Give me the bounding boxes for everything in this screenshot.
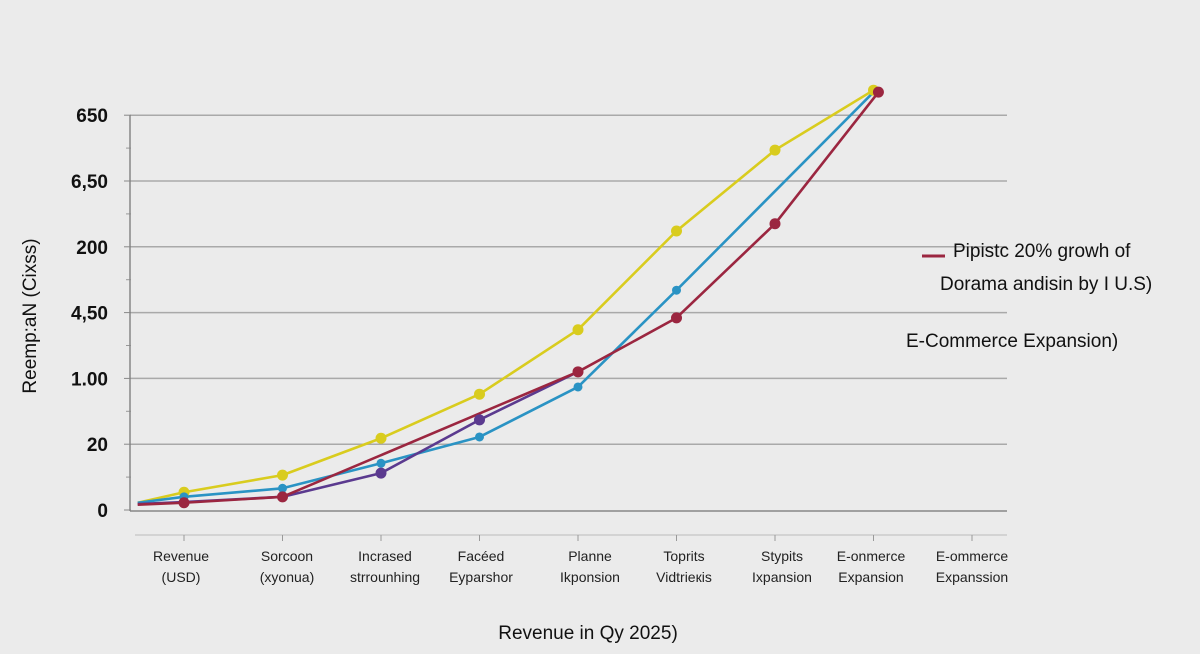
x-tick-label: E-onmerce bbox=[837, 548, 906, 564]
y-tick-label: 6,50 bbox=[71, 172, 108, 193]
legend-entry-1-line-2: Dorama andisin by I U.S) bbox=[940, 274, 1152, 295]
x-tick-label: (USD) bbox=[162, 569, 201, 585]
x-tick-label: Facéed bbox=[458, 548, 505, 564]
series-line-3 bbox=[137, 370, 579, 506]
x-tick-label: Ikponsion bbox=[560, 569, 620, 585]
x-tick-label: strrounhing bbox=[350, 569, 420, 585]
data-point bbox=[572, 366, 584, 378]
x-tick-label: Sorcoon bbox=[261, 548, 313, 564]
data-point bbox=[672, 285, 681, 295]
legend-entry-2: E-Commerce Expansion) bbox=[906, 331, 1118, 352]
x-axis-title: Revenue in Qy 2025) bbox=[498, 623, 678, 644]
data-point bbox=[178, 497, 190, 509]
x-tick-labels: Revenue (USD) Sorcoon (xyonua) Incrased strro… bbox=[153, 548, 1008, 585]
y-tick-label: 0 bbox=[97, 501, 108, 522]
data-point bbox=[277, 491, 288, 503]
data-point bbox=[872, 86, 884, 98]
y-tick-label: 1.00 bbox=[71, 369, 108, 390]
x-tick-label: Revenue bbox=[153, 548, 209, 564]
x-tick-label: Expanssion bbox=[936, 569, 1008, 585]
data-point bbox=[376, 458, 386, 468]
legend-entry-1-line-1: Pipistc 20% growh of bbox=[953, 241, 1131, 262]
data-point bbox=[375, 467, 387, 479]
x-tick-label: (xyonua) bbox=[260, 569, 314, 585]
data-point bbox=[769, 218, 781, 230]
data-point bbox=[573, 382, 583, 392]
y-tick-label: 200 bbox=[76, 238, 108, 259]
x-tick-label: Eyparshor bbox=[449, 569, 513, 585]
legend: Pipistc 20% growh of Dorama andisin by I… bbox=[906, 241, 1152, 352]
series-line-4 bbox=[137, 91, 880, 507]
data-point bbox=[277, 469, 288, 481]
x-tick-label: Ixpansion bbox=[752, 569, 812, 585]
data-point bbox=[375, 432, 387, 444]
series-line-1 bbox=[137, 89, 875, 505]
x-tick-label: E-ommerce bbox=[936, 548, 1009, 564]
y-tick-label: 4,50 bbox=[71, 304, 108, 325]
x-tick-label: Vidtrieкis bbox=[656, 569, 712, 585]
gridlines bbox=[130, 114, 1007, 445]
data-point bbox=[474, 414, 485, 426]
data-point bbox=[769, 144, 781, 156]
x-tick-label: Expansion bbox=[838, 569, 903, 585]
y-tick-labels: 0 20 1.00 4,50 200 6,50 650 bbox=[71, 106, 108, 522]
y-tick-label: 650 bbox=[76, 106, 108, 127]
axes bbox=[124, 114, 1007, 541]
data-point bbox=[572, 324, 584, 336]
data-point bbox=[475, 432, 484, 442]
y-tick-label: 20 bbox=[87, 435, 108, 456]
x-tick-label: Planne bbox=[568, 548, 612, 564]
data-point bbox=[278, 483, 287, 493]
y-axis-title: Reemp:aN (Cixss) bbox=[20, 238, 41, 393]
data-point bbox=[671, 225, 682, 237]
series-line-2 bbox=[137, 91, 875, 505]
data-point bbox=[671, 312, 682, 324]
x-tick-label: Toprits bbox=[663, 548, 704, 564]
x-tick-label: Incrased bbox=[358, 548, 412, 564]
data-point bbox=[474, 388, 485, 400]
series-lines bbox=[137, 84, 884, 509]
x-tick-label: Stypits bbox=[761, 548, 803, 564]
